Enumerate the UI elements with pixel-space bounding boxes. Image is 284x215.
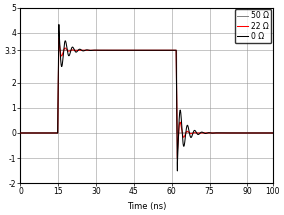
50 Ω [271, 132, 274, 134]
0 Ω [271, 132, 274, 134]
50 Ω [34, 132, 37, 134]
0 Ω [142, 49, 145, 52]
50 Ω [20, 132, 23, 134]
0 Ω [57, 23, 60, 26]
22 Ω [34, 132, 37, 134]
22 Ω [176, 157, 179, 160]
X-axis label: Time (ns): Time (ns) [127, 202, 166, 211]
22 Ω [19, 132, 22, 134]
50 Ω [57, 49, 60, 52]
22 Ω [258, 132, 261, 134]
22 Ω [29, 132, 33, 134]
50 Ω [142, 49, 145, 52]
Line: 0 Ω: 0 Ω [20, 25, 273, 171]
0 Ω [68, 53, 72, 55]
Line: 22 Ω: 22 Ω [20, 38, 273, 158]
22 Ω [142, 49, 145, 52]
0 Ω [176, 170, 179, 172]
Line: 50 Ω: 50 Ω [20, 50, 273, 133]
22 Ω [20, 132, 23, 134]
50 Ω [68, 49, 72, 52]
22 Ω [68, 49, 72, 52]
0 Ω [29, 132, 33, 134]
50 Ω [258, 132, 261, 134]
50 Ω [19, 132, 22, 134]
50 Ω [29, 132, 33, 134]
0 Ω [258, 132, 261, 134]
0 Ω [19, 132, 22, 134]
22 Ω [271, 132, 274, 134]
Legend: 50 Ω, 22 Ω, 0 Ω: 50 Ω, 22 Ω, 0 Ω [235, 9, 271, 43]
0 Ω [20, 132, 23, 134]
22 Ω [57, 37, 60, 39]
0 Ω [34, 132, 37, 134]
